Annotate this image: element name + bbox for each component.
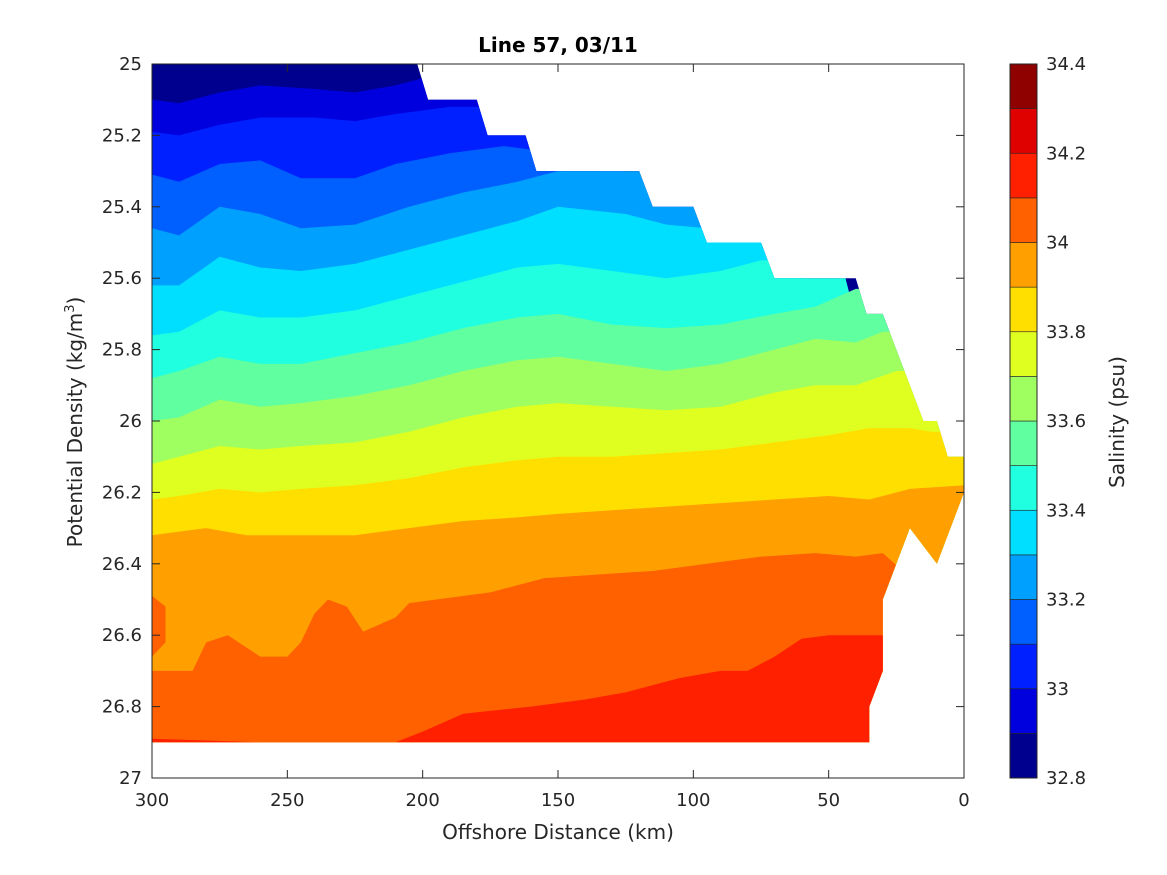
y-tick-label: 25.4 [102,197,142,218]
colorbar-segment [1009,152,1038,199]
x-axis-label: Offshore Distance (km) [442,820,674,844]
x-tick-label: 150 [541,790,575,811]
colorbar-border [1009,63,1038,779]
y-axis-label: Potential Density (kg/m3) [63,297,87,548]
colorbar-segment [1009,197,1038,243]
contour-band [152,595,166,657]
colorbar-segment [1009,108,1038,154]
chart-title: Line 57, 03/11 [478,33,638,57]
colorbar-tick-label: 34.2 [1046,143,1086,164]
colorbar: 32.8 33 33.2 33.4 33.6 33.8 34 34.2 34.4 [1009,54,1086,789]
y-axis-label-end: ) [63,297,87,305]
y-tick-label: 25.8 [102,340,142,361]
contour-bands [152,64,964,743]
y-tick-label: 26.6 [102,625,142,646]
x-tick-label: 50 [817,790,840,811]
y-tick-label: 26.2 [102,482,142,503]
x-axis-ticks: 300 250 200 150 100 50 0 [135,64,970,811]
y-tick-label: 27 [119,768,142,789]
y-tick-label: 26.4 [102,554,142,575]
colorbar-tick-label: 32.8 [1046,768,1086,789]
colorbar-tick-label: 33.2 [1046,590,1086,611]
colorbar-segment [1009,465,1038,511]
colorbar-tick-label: 33 [1046,679,1069,700]
colorbar-tick-label: 34.4 [1046,54,1086,75]
y-axis-label-sup: 3 [63,304,78,312]
colorbar-segment [1009,643,1038,690]
colorbar-label: Salinity (psu) [1105,356,1129,488]
y-axis-ticks: 25 25.2 25.4 25.6 25.8 26 26.2 26.4 26.6 26.8 27 [102,54,964,789]
colorbar-segment [1009,554,1038,600]
colorbar-segment [1009,420,1038,466]
colorbar-tick-label: 33.8 [1046,322,1086,343]
colorbar-segment [1009,599,1038,645]
x-tick-label: 0 [958,790,969,811]
y-tick-label: 25.6 [102,268,142,289]
y-tick-label: 26.8 [102,697,142,718]
colorbar-segment [1009,286,1038,333]
colorbar-segment [1009,509,1038,556]
colorbar-segment [1009,733,1038,779]
x-tick-label: 300 [135,790,169,811]
colorbar-segment [1009,688,1038,734]
x-tick-label: 250 [270,790,304,811]
contour-band [152,635,964,743]
x-tick-label: 100 [676,790,710,811]
y-tick-label: 25 [119,54,142,75]
y-tick-label: 25.2 [102,125,142,146]
colorbar-segment [1009,376,1038,422]
colorbar-segment [1009,331,1038,377]
y-tick-label: 26 [119,411,142,432]
x-tick-label: 200 [405,790,439,811]
colorbar-segment [1009,242,1038,288]
colorbar-tick-label: 33.4 [1046,500,1086,521]
colorbar-tick-label: 33.6 [1046,411,1086,432]
colorbar-tick-label: 34 [1046,233,1069,254]
contour-fill-layer [152,64,964,743]
colorbar-segment [1009,63,1038,109]
y-axis-label-main: Potential Density (kg/m [63,313,87,548]
